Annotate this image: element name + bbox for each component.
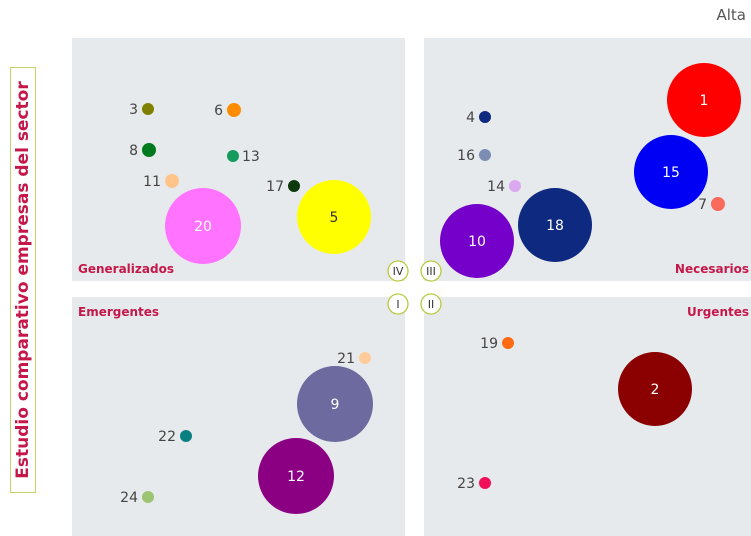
bubble-label-19: 19 [480, 336, 498, 352]
bubble-14 [509, 180, 521, 192]
bubble-21 [359, 352, 371, 364]
bubble-8 [142, 143, 156, 157]
bubble-10 [440, 204, 514, 278]
bubble-label-14: 14 [487, 179, 505, 195]
quadrant-marker-iii-text: III [426, 265, 436, 278]
bubble-label-6: 6 [214, 103, 223, 119]
bubble-label-10: 10 [468, 234, 486, 250]
quadrant-label-necesarios: Necesarios [675, 262, 749, 276]
bubble-label-20: 20 [194, 219, 212, 235]
side-title: Estudio comparativo empresas del sector [13, 81, 33, 479]
quadrant-marker-i-text: I [396, 298, 399, 311]
bubble-label-21: 21 [337, 351, 355, 367]
bubble-7 [711, 197, 725, 211]
quadrant-panel-bottom-right [424, 297, 751, 536]
bubble-label-23: 23 [457, 476, 475, 492]
bubble-20 [165, 188, 241, 264]
quadrant-marker-ii-text: II [428, 298, 435, 311]
bubble-label-12: 12 [287, 469, 305, 485]
bubble-5 [297, 180, 371, 254]
quadrant-marker-ii: II [420, 293, 442, 315]
quadrant-marker-iv: IV [387, 260, 409, 282]
bubble-19 [502, 337, 514, 349]
bubble-label-1: 1 [700, 93, 709, 109]
bubble-13 [227, 150, 239, 162]
bubble-label-13: 13 [242, 149, 260, 165]
bubble-label-4: 4 [466, 110, 475, 126]
quadrant-label-emergentes: Emergentes [78, 305, 159, 319]
bubble-22 [180, 430, 192, 442]
bubble-3 [142, 103, 154, 115]
bubble-label-8: 8 [129, 143, 138, 159]
bubble-9 [297, 366, 373, 442]
bubble-16 [479, 149, 491, 161]
quadrant-marker-iv-text: IV [393, 265, 404, 278]
bubble-label-15: 15 [662, 165, 680, 181]
bubble-label-11: 11 [143, 174, 161, 190]
quadrant-marker-iii: III [420, 260, 442, 282]
bubble-label-17: 17 [266, 179, 284, 195]
bubble-4 [479, 111, 491, 123]
bubble-label-9: 9 [331, 397, 340, 413]
bubble-6 [227, 103, 241, 117]
bubble-label-24: 24 [120, 490, 138, 506]
quadrant-label-urgentes: Urgentes [687, 305, 749, 319]
bubble-15 [634, 135, 708, 209]
bubble-label-18: 18 [546, 218, 564, 234]
bubble-label-22: 22 [158, 429, 176, 445]
bubble-label-5: 5 [330, 210, 339, 226]
bubble-label-7: 7 [698, 197, 707, 213]
bubble-label-16: 16 [457, 148, 475, 164]
bubble-24 [142, 491, 154, 503]
corner-label: Alta [716, 6, 746, 24]
bubble-11 [165, 174, 179, 188]
bubble-2 [618, 352, 692, 426]
quadrant-label-generalizados: Generalizados [78, 262, 174, 276]
bubble-1 [667, 63, 741, 137]
bubble-12 [258, 438, 334, 514]
bubble-label-3: 3 [129, 102, 138, 118]
side-title-box: Estudio comparativo empresas del sector [10, 67, 36, 493]
bubble-17 [288, 180, 300, 192]
bubble-18 [518, 188, 592, 262]
quadrant-marker-i: I [387, 293, 409, 315]
bubble-23 [479, 477, 491, 489]
bubble-label-2: 2 [651, 382, 660, 398]
